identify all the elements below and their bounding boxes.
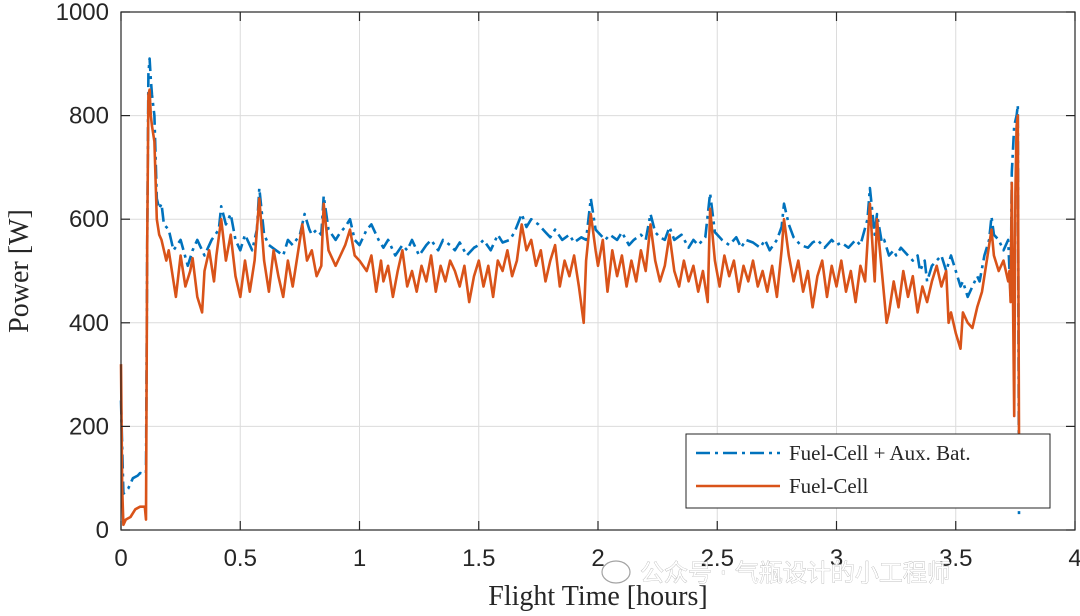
y-tick-label: 800 <box>69 103 109 130</box>
series-line-fuel-cell-aux-bat <box>119 57 1021 515</box>
x-tick-label: 1.5 <box>462 545 495 572</box>
x-tick-label: 2.5 <box>701 545 734 572</box>
wechat-icon <box>601 560 631 584</box>
legend-label-fuel-cell-aux-bat: Fuel-Cell + Aux. Bat. <box>789 441 971 465</box>
y-tick-label: 0 <box>96 517 109 544</box>
x-tick-label: 0.5 <box>224 545 257 572</box>
x-tick-label: 3.5 <box>939 545 972 572</box>
y-tick-label: 400 <box>69 310 109 337</box>
x-tick-label: 4 <box>1068 545 1080 572</box>
series-line-fuel-cell <box>119 88 1021 527</box>
tick-labels: 0 0.5 1 1.5 2 2.5 3 3.5 4 0 200 400 600 800 1000 <box>56 0 1080 572</box>
x-tick-label: 1 <box>353 545 366 572</box>
legend: Fuel-Cell + Aux. Bat. Fuel-Cell <box>685 433 1051 509</box>
y-tick-label: 1000 <box>56 0 109 26</box>
y-axis-title: Power [W] <box>4 209 35 333</box>
y-tick-label: 200 <box>69 413 109 440</box>
x-axis-title: Flight Time [hours] <box>488 581 707 612</box>
axis-ticks <box>120 11 1076 531</box>
watermark: 公众号 · 气瓶设计的小工程师 <box>601 559 951 587</box>
x-tick-label: 3 <box>830 545 843 572</box>
x-tick-label: 0 <box>114 545 127 572</box>
x-tick-label: 2 <box>591 545 604 572</box>
watermark-text: 公众号 · 气瓶设计的小工程师 <box>640 559 951 587</box>
legend-label-fuel-cell: Fuel-Cell <box>789 474 868 498</box>
y-tick-label: 600 <box>69 206 109 233</box>
series-lines <box>119 57 1021 527</box>
legend-box <box>685 433 1051 509</box>
